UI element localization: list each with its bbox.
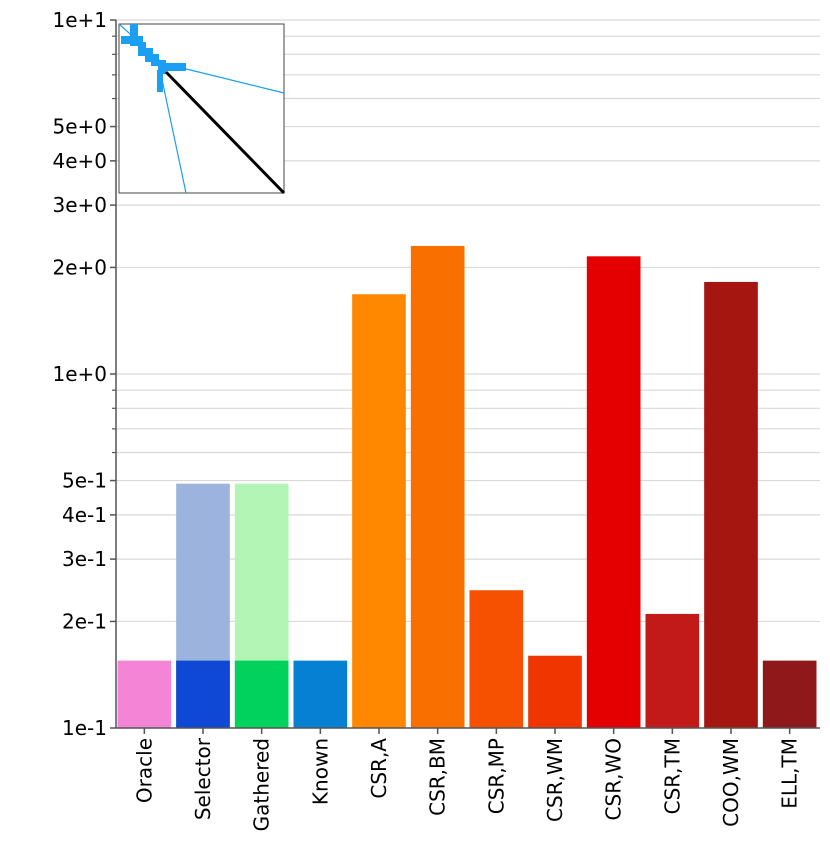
y-tick-label: 3e+0 — [52, 193, 107, 217]
x-tick-label: Known — [308, 738, 332, 805]
inset-block — [138, 42, 146, 56]
y-tick-label: 5e+0 — [52, 115, 107, 139]
inset-pattern — [118, 23, 286, 195]
x-tick-label: CSR,A — [367, 738, 391, 799]
bar-known — [293, 660, 348, 728]
x-tick-label: CSR,WM — [543, 738, 567, 822]
bar-csr-wo — [586, 256, 641, 728]
bar-gathered — [234, 660, 289, 728]
category-labels: Oracle Selector Gathered Known CSR,A CSR,BM CS… — [132, 728, 802, 831]
inset-block — [121, 36, 143, 44]
inset-block — [151, 54, 159, 66]
x-tick-label: COO,WM — [719, 738, 743, 827]
x-tick-label: CSR,MP — [484, 738, 508, 814]
y-tick-label: 1e+0 — [52, 362, 107, 386]
inset-block — [130, 24, 138, 46]
y-tick-label: 3e-1 — [62, 547, 107, 571]
x-tick-label: Selector — [191, 737, 215, 820]
bar-ell-tm — [762, 660, 817, 728]
inset-diagonal — [164, 70, 286, 195]
y-tick-labels: 1e+1 5e+0 4e+0 3e+0 2e+0 1e+0 5e-1 4e-1 3e-1 2e-1… — [52, 8, 116, 740]
matrix-inset — [118, 23, 286, 195]
y-tick-label: 5e-1 — [62, 469, 107, 493]
inset-block — [162, 63, 186, 71]
bar-csr-tm — [645, 613, 700, 728]
y-tick-label: 2e+0 — [52, 255, 107, 279]
y-tick-label: 4e-1 — [62, 503, 107, 527]
inset-block — [145, 48, 153, 62]
inset-block — [157, 70, 163, 92]
x-tick-label: CSR,BM — [426, 738, 450, 816]
bar-csr-mp — [469, 590, 524, 728]
y-tick-label: 1e-1 — [62, 716, 107, 740]
bars — [117, 245, 817, 728]
bar-selector — [176, 660, 230, 728]
bar-csr-a — [352, 294, 406, 728]
y-tick-label: 2e-1 — [62, 609, 107, 633]
x-tick-label: CSR,WO — [602, 738, 626, 820]
inset-line — [159, 69, 187, 194]
x-tick-label: ELL,TM — [778, 738, 802, 809]
x-tick-label: Oracle — [132, 738, 156, 803]
y-tick-label: 4e+0 — [52, 149, 107, 173]
x-tick-label: Gathered — [250, 738, 274, 831]
bar-csr-bm — [410, 245, 465, 728]
y-tick-label: 1e+1 — [52, 8, 107, 32]
bar-csr-wm — [528, 655, 582, 728]
bar-oracle — [117, 660, 172, 728]
x-tick-label: CSR,TM — [660, 738, 684, 814]
bar-coo-wm — [704, 281, 758, 728]
